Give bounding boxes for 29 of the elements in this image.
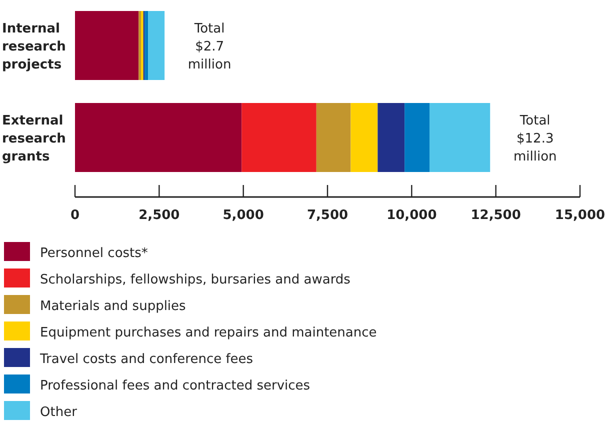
total-label: Total $12.3 million xyxy=(513,114,557,164)
x-tick-label: 10,000 xyxy=(386,208,437,223)
x-tick-label: 0 xyxy=(70,208,80,223)
legend-label: Professional fees and contracted services xyxy=(40,378,310,394)
bar xyxy=(350,103,378,172)
legend-label: Materials and supplies xyxy=(40,299,186,314)
legend-label: Scholarships, fellowships, bursaries and awards xyxy=(40,272,351,288)
bar xyxy=(75,11,139,80)
legend-label: Personnel costs* xyxy=(40,246,148,261)
total-label: Total $2.7 million xyxy=(188,22,232,72)
x-tick-label: 12,500 xyxy=(470,208,521,223)
bar xyxy=(144,11,148,80)
bar xyxy=(148,11,165,80)
y-tick-label: Internal research projects xyxy=(2,22,66,72)
x-tick-label: 2,500 xyxy=(138,208,180,223)
bar xyxy=(75,103,242,172)
x-tick-label: 15,000 xyxy=(554,208,606,223)
bar xyxy=(404,103,430,172)
y-tick-label: External research grants xyxy=(2,114,66,164)
bar xyxy=(140,11,144,80)
legend-label: Travel costs and conference fees xyxy=(39,352,254,367)
bar xyxy=(316,103,351,172)
x-tick-label: 7,500 xyxy=(306,208,348,223)
legend-label: Other xyxy=(40,405,78,420)
legend-label: Equipment purchases and repairs and maintenance xyxy=(40,326,377,340)
bar xyxy=(378,103,405,172)
x-tick-label: 5,000 xyxy=(222,208,264,223)
bar xyxy=(430,103,490,172)
bar xyxy=(242,103,316,172)
